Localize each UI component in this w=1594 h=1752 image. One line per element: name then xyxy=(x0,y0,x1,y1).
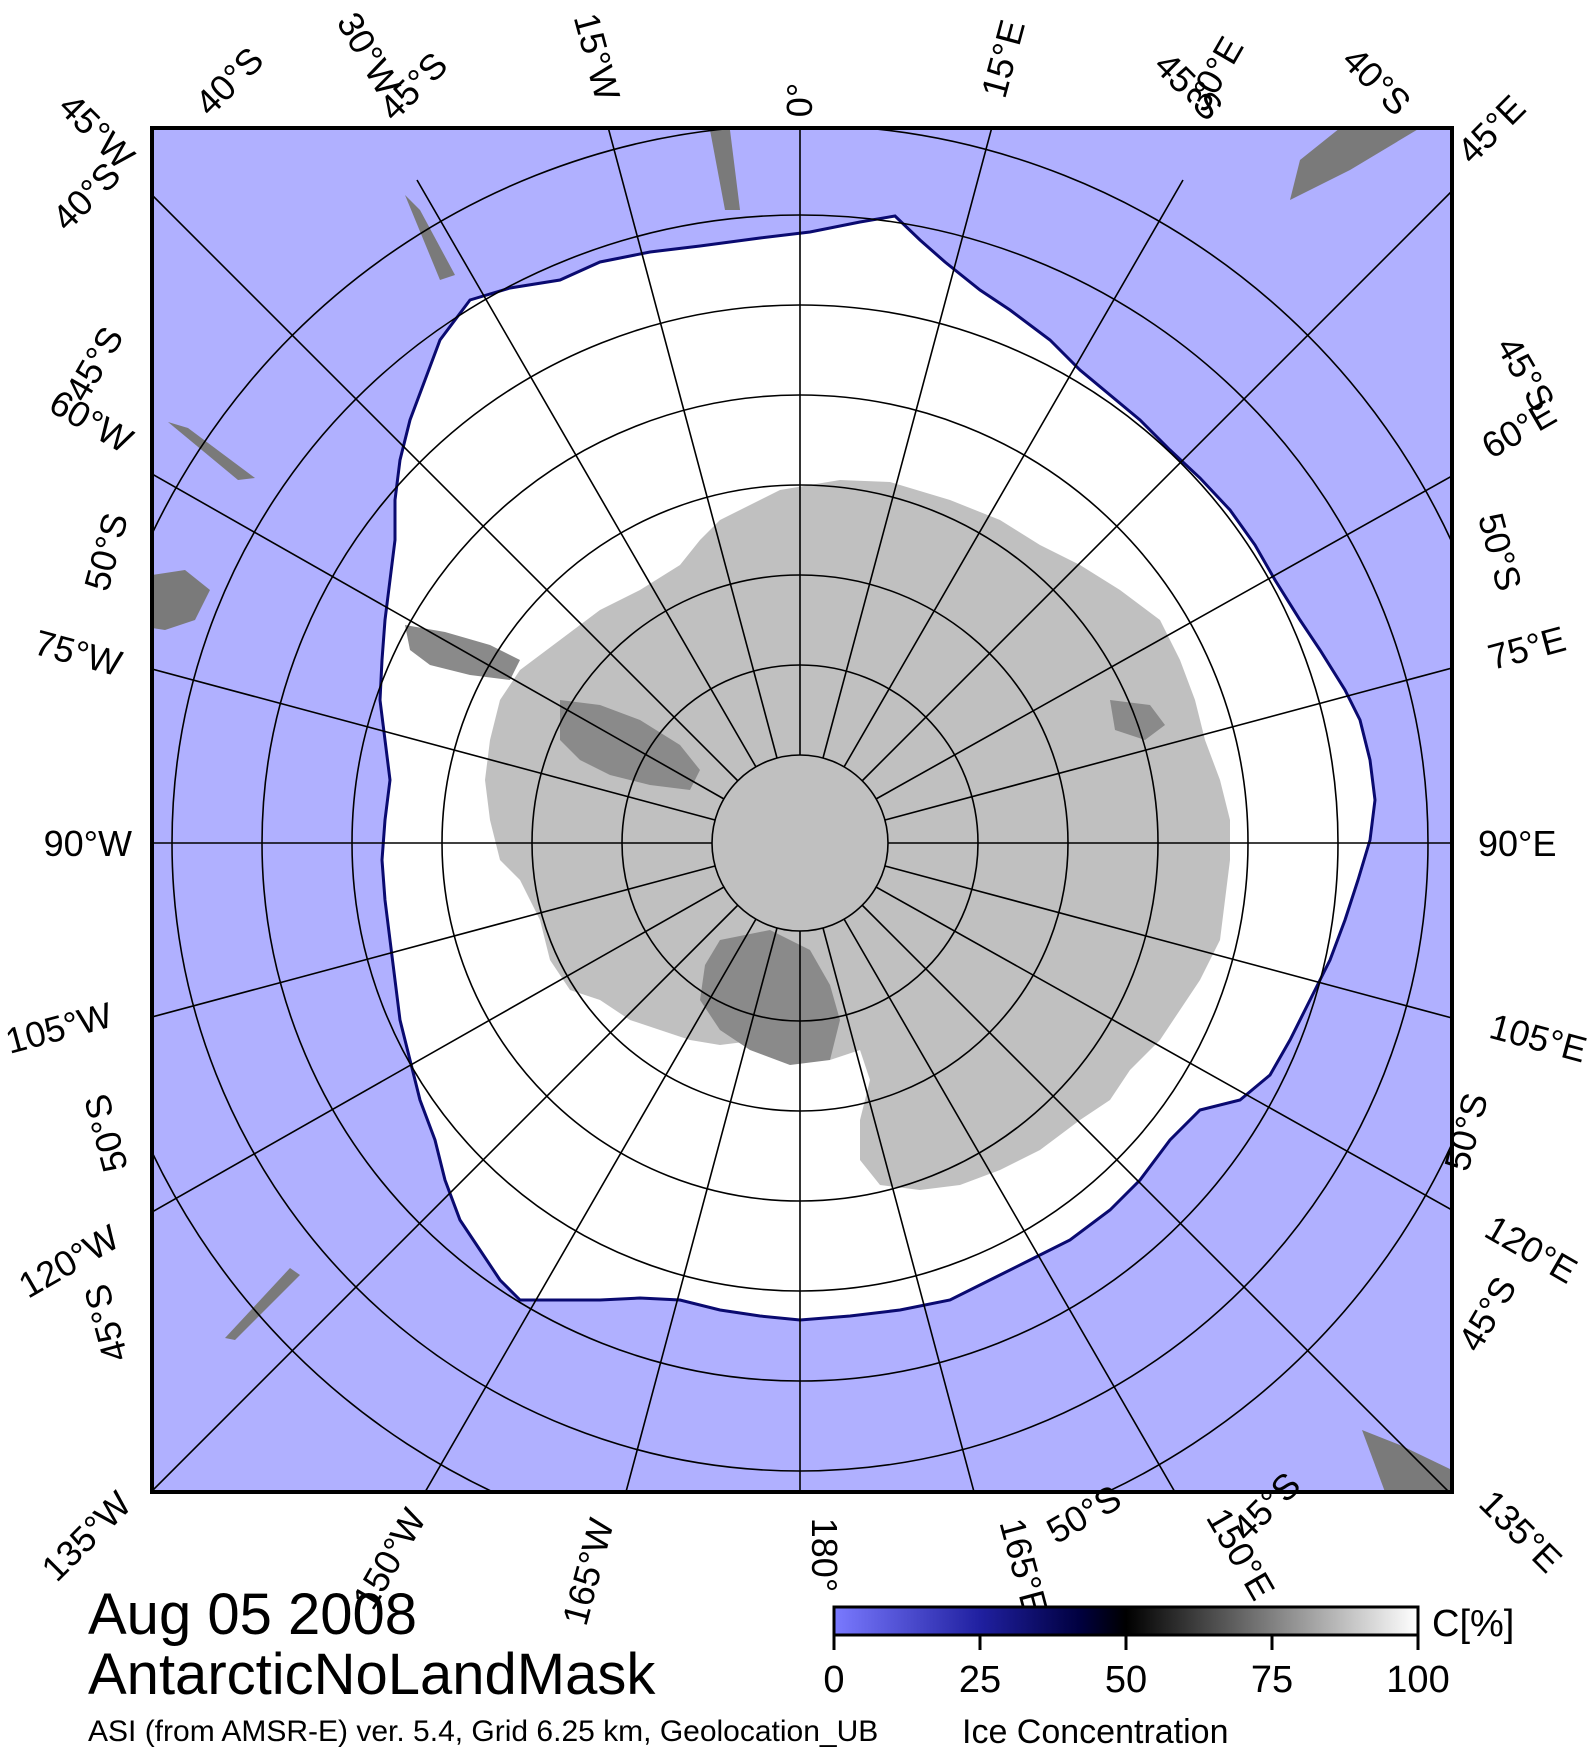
colorbar-tick-label: 75 xyxy=(1250,1659,1294,1701)
map-frame xyxy=(150,126,1454,1494)
africa-tip xyxy=(1290,128,1420,200)
lon-label: 45°E xyxy=(1449,87,1533,171)
product-title: AntarcticNoLandMask xyxy=(88,1642,656,1707)
colorbar-unit: C[%] xyxy=(1432,1603,1515,1645)
australia-tip xyxy=(1362,1430,1452,1492)
ross-ice-shelf xyxy=(700,930,840,1065)
lat-label: 45°S xyxy=(76,1280,136,1366)
lat-label: 45°S xyxy=(1488,330,1563,418)
lon-label: 135°E xyxy=(1472,1482,1571,1581)
lat-label: 50°S xyxy=(76,509,136,595)
lon-label: 135°W xyxy=(33,1483,139,1589)
lon-label: 15°W xyxy=(566,9,628,105)
lat-label: 45°S xyxy=(57,320,132,408)
lon-label: 0° xyxy=(779,83,820,117)
colorbar-tick-label: 100 xyxy=(1386,1659,1450,1701)
lon-label: 105°E xyxy=(1485,1005,1591,1070)
colorbar-tick-label: 0 xyxy=(823,1659,845,1701)
land-sliver xyxy=(710,130,740,210)
date-title: Aug 05 2008 xyxy=(88,1582,417,1647)
lon-label: 105°W xyxy=(1,994,116,1062)
lon-label: 75°W xyxy=(30,622,126,684)
lon-label: 180° xyxy=(804,1518,845,1592)
meridian-lines xyxy=(152,128,1452,1492)
land-sliver xyxy=(405,195,455,280)
legend-title: Ice Concentration xyxy=(962,1713,1229,1751)
lon-label: 75°E xyxy=(1484,618,1570,678)
amery-ice-shelf xyxy=(1110,700,1165,740)
lon-label: 165°W xyxy=(554,1514,622,1629)
colorbar xyxy=(832,1605,1420,1637)
lat-label: 45°S xyxy=(1450,1270,1525,1358)
lat-label: 40°S xyxy=(187,39,271,123)
lat-label: 50°S xyxy=(76,1090,136,1176)
lat-label: 40°S xyxy=(1335,39,1419,123)
antarctic-continent xyxy=(485,480,1230,1190)
lon-label: 90°E xyxy=(1478,823,1556,864)
colorbar-ticks xyxy=(832,1635,1420,1650)
lon-label: 15°E xyxy=(973,16,1033,102)
south-america-tip xyxy=(152,570,210,630)
lat-label: 50°S xyxy=(1470,509,1530,595)
colorbar-tick-label: 50 xyxy=(1104,1659,1148,1701)
source-note: ASI (from AMSR-E) ver. 5.4, Grid 6.25 km… xyxy=(88,1715,879,1748)
land-sliver xyxy=(168,422,255,480)
land-sliver xyxy=(225,1268,300,1340)
lon-label: 90°W xyxy=(44,823,132,864)
colorbar-tick-label: 25 xyxy=(958,1659,1002,1701)
